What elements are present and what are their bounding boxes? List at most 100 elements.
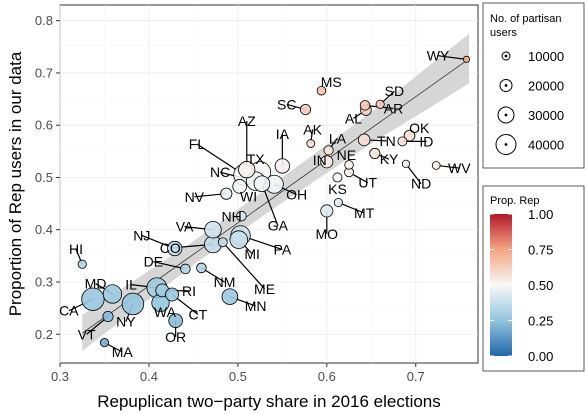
size-legend-label-40000: 40000 xyxy=(528,138,564,153)
label-mn: MN xyxy=(245,298,267,314)
point-ne xyxy=(344,160,354,170)
color-legend: Prop. Rep 0.00 0.25 0.50 0.75 1.00 xyxy=(482,185,585,372)
color-bar xyxy=(490,214,512,356)
point-nv xyxy=(220,187,233,200)
color-legend-label: 0.50 xyxy=(528,278,553,293)
x-axis-title: Repuplican two−party share in 2016 elect… xyxy=(97,392,441,411)
y-tick-label: 0.8 xyxy=(35,13,53,28)
label-sc: SC xyxy=(277,96,296,112)
leader-line-mt xyxy=(338,201,365,214)
label-la: LA xyxy=(329,130,347,146)
point-va xyxy=(204,221,222,239)
x-tick-label: 0.4 xyxy=(140,369,158,384)
x-tick-label: 0.6 xyxy=(318,369,336,384)
label-wi: WI xyxy=(240,188,257,204)
size-legend-label-20000: 20000 xyxy=(528,79,564,94)
size-legend-label-30000: 30000 xyxy=(528,108,564,123)
point-vt xyxy=(102,310,114,323)
label-nd: ND xyxy=(411,176,431,192)
point-mt xyxy=(333,197,343,208)
point-in xyxy=(320,155,334,169)
label-nv: NV xyxy=(185,189,205,205)
points-layer xyxy=(77,55,470,348)
label-nc: NC xyxy=(210,164,230,180)
point-ct xyxy=(165,287,179,302)
x-tick-label: 0.7 xyxy=(407,369,425,384)
point-ny xyxy=(121,292,145,316)
label-ok: OK xyxy=(409,120,430,136)
leader-line-me xyxy=(222,241,265,290)
point-ar xyxy=(359,100,371,111)
point-ky xyxy=(369,147,381,159)
point-ak xyxy=(306,139,316,148)
label-tn: TN xyxy=(377,133,396,149)
point-mi xyxy=(229,230,249,249)
label-id: ID xyxy=(419,133,433,149)
label-wv: WV xyxy=(448,160,471,176)
leader-line-wy xyxy=(437,55,467,60)
label-co: CO xyxy=(160,240,181,256)
size-legend-title-line-1: No. of partisan xyxy=(490,13,562,25)
point-sc xyxy=(299,103,311,116)
label-ar: AR xyxy=(384,100,403,116)
label-oh: OH xyxy=(286,187,307,203)
point-wv xyxy=(431,161,441,170)
y-tick-label: 0.4 xyxy=(35,222,53,237)
grid-lines xyxy=(59,5,478,363)
point-nh xyxy=(236,210,247,222)
point-nj xyxy=(167,240,183,257)
y-tick-label: 0.7 xyxy=(35,65,53,80)
color-legend-ticks: 0.00 0.25 0.50 0.75 1.00 xyxy=(490,207,553,364)
label-me: ME xyxy=(254,281,275,297)
size-legend-dot xyxy=(504,113,508,117)
size-legend: No. of partisan users 10000 20000 30000 400… xyxy=(482,2,585,169)
label-nj: NJ xyxy=(133,227,150,243)
label-wa: WA xyxy=(154,304,177,320)
point-ca xyxy=(81,287,105,311)
label-md: MD xyxy=(85,276,107,292)
point-hi xyxy=(77,259,87,269)
label-ks: KS xyxy=(328,181,347,197)
point-me xyxy=(217,237,228,248)
label-va: VA xyxy=(176,219,194,235)
label-vt: VT xyxy=(78,326,96,342)
label-mo: MO xyxy=(316,226,339,242)
label-or: OR xyxy=(165,329,186,345)
point-mo xyxy=(320,204,334,218)
y-tick-label: 0.5 xyxy=(35,170,53,185)
size-legend-title-line-2: users xyxy=(490,27,517,39)
point-id xyxy=(397,136,408,147)
label-pa: PA xyxy=(274,242,292,258)
color-legend-label: 0.75 xyxy=(528,243,553,258)
point-ms xyxy=(316,85,327,96)
point-wi xyxy=(232,179,247,194)
leader-line-nd xyxy=(405,163,422,185)
label-in: IN xyxy=(313,152,327,168)
label-de: DE xyxy=(144,254,163,270)
size-legend-dot xyxy=(504,143,508,146)
point-de xyxy=(180,263,191,275)
label-ms: MS xyxy=(321,74,342,90)
y-axis-title: Proportion of Rep users in our data xyxy=(6,51,25,316)
label-tx: TX xyxy=(247,151,266,167)
label-ky: KY xyxy=(380,151,399,167)
y-tick-label: 0.2 xyxy=(35,327,53,342)
x-axis: 0.3 0.4 0.5 0.6 0.7 xyxy=(51,363,425,384)
point-mn xyxy=(221,288,239,305)
point-ks xyxy=(332,172,343,183)
y-tick-label: 0.6 xyxy=(35,118,53,133)
label-hi: HI xyxy=(69,241,83,257)
point-sd xyxy=(375,99,385,109)
label-al: AL xyxy=(345,110,362,126)
point-ga xyxy=(253,175,271,193)
point-or xyxy=(168,313,183,328)
point-ma xyxy=(99,338,110,348)
x-tick-label: 0.5 xyxy=(229,369,247,384)
y-tick-label: 0.3 xyxy=(35,274,53,289)
label-nm: NM xyxy=(214,274,236,290)
point-tn xyxy=(357,133,371,147)
point-la xyxy=(323,145,334,156)
label-ia: IA xyxy=(276,126,290,142)
